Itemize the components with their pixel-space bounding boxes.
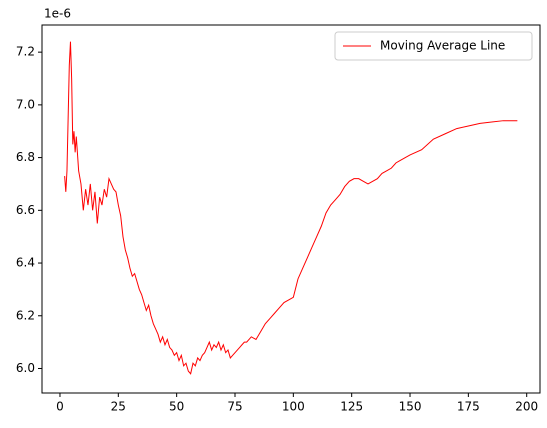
x-tick-label: 0 — [56, 400, 64, 414]
y-tick-label: 7.0 — [16, 97, 35, 111]
y-tick-label: 7.2 — [16, 45, 35, 59]
axes-frame — [41, 24, 541, 394]
x-tick-label: 200 — [515, 400, 538, 414]
y-tick-label: 6.2 — [16, 308, 35, 322]
y-tick-label: 6.8 — [16, 150, 35, 164]
legend-box — [334, 31, 533, 61]
x-tick-label: 75 — [227, 400, 242, 414]
x-tick-label: 50 — [169, 400, 184, 414]
y-tick-label: 6.0 — [16, 361, 35, 375]
y-tick-label: 6.6 — [16, 203, 35, 217]
x-tick-label: 100 — [282, 400, 305, 414]
y-tick-label: 6.4 — [16, 256, 35, 270]
legend-label: Moving Average Line — [380, 39, 505, 53]
y-offset-label: 1e-6 — [44, 7, 71, 21]
data-line — [64, 41, 518, 375]
x-tick-label: 175 — [457, 400, 480, 414]
x-tick-label: 25 — [111, 400, 126, 414]
x-tick-label: 125 — [340, 400, 363, 414]
x-tick-label: 150 — [399, 400, 422, 414]
